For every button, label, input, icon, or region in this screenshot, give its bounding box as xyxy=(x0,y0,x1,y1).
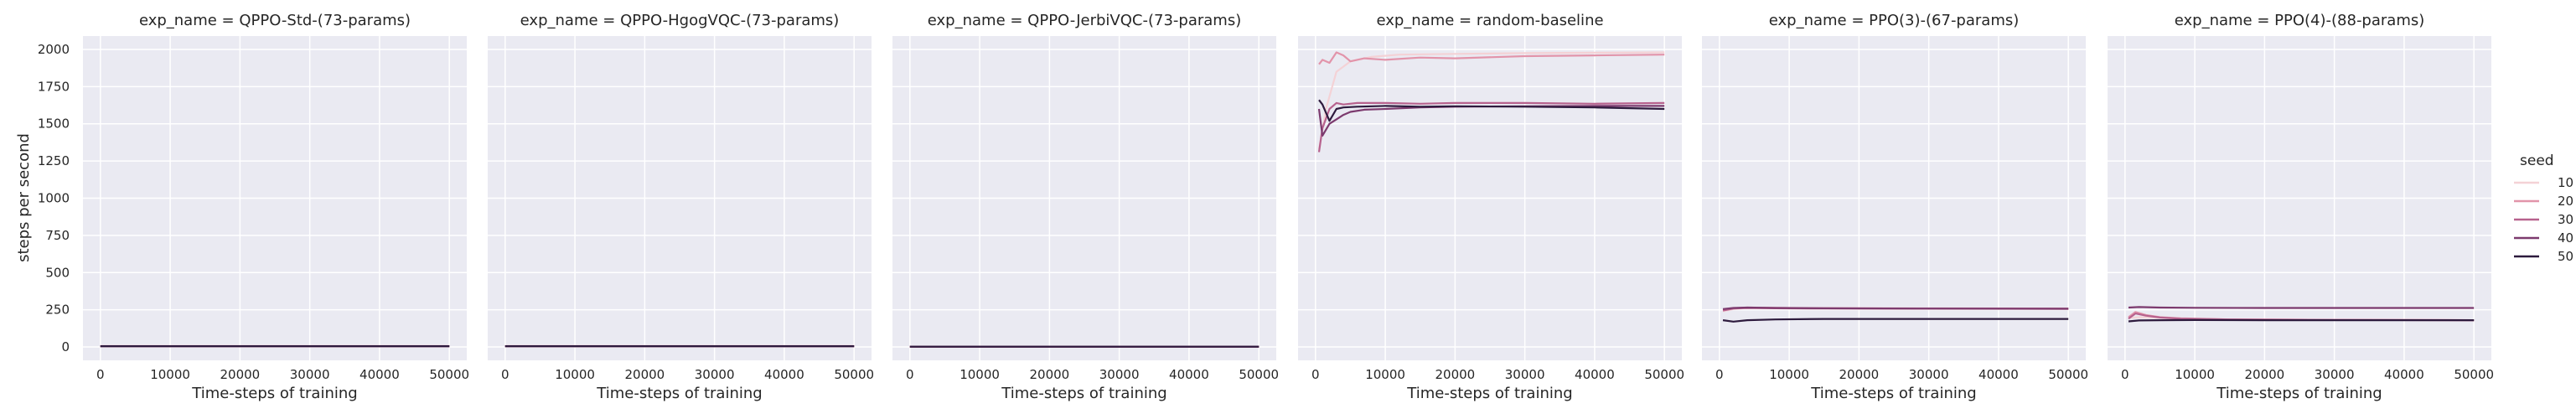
panel-title: exp_name = QPPO-HgogVQC-(73-params) xyxy=(520,12,840,29)
x-tick-label: 0 xyxy=(1715,367,1724,382)
y-tick-label: 1250 xyxy=(38,153,70,168)
series-line-10 xyxy=(1317,51,1665,150)
series-line-30 xyxy=(1317,101,1665,153)
x-tick-label: 50000 xyxy=(1644,367,1684,382)
x-tick-label: 20000 xyxy=(2245,367,2285,382)
panel-title: exp_name = QPPO-JerbiVQC-(73-params) xyxy=(928,12,1241,29)
x-tick-label: 30000 xyxy=(2315,367,2355,382)
series-line-50 xyxy=(1318,99,1665,122)
x-tick-label: 20000 xyxy=(625,367,665,382)
x-tick-label: 50000 xyxy=(2454,367,2494,382)
x-axis-label: Time-steps of training xyxy=(191,385,357,402)
x-tick-label: 20000 xyxy=(1030,367,1070,382)
x-tick-label: 0 xyxy=(96,367,105,382)
x-tick-label: 0 xyxy=(1311,367,1320,382)
series-line-40 xyxy=(1722,306,2069,310)
series-line-40 xyxy=(2128,306,2475,309)
x-tick-label: 10000 xyxy=(1365,367,1405,382)
x-axis-label: Time-steps of training xyxy=(1001,385,1166,402)
x-tick-label: 40000 xyxy=(764,367,804,382)
x-tick-label: 10000 xyxy=(2175,367,2215,382)
x-tick-label: 20000 xyxy=(1839,367,1880,382)
x-tick-label: 10000 xyxy=(960,367,1000,382)
y-tick-label: 1750 xyxy=(38,79,70,94)
y-tick-label: 0 xyxy=(61,339,70,354)
x-tick-label: 30000 xyxy=(1099,367,1140,382)
legend-item: 20 xyxy=(2514,194,2573,209)
x-axis-label: Time-steps of training xyxy=(596,385,762,402)
x-tick-label: 0 xyxy=(501,367,510,382)
x-tick-label: 30000 xyxy=(695,367,735,382)
y-tick-label: 2000 xyxy=(38,42,70,57)
x-tick-label: 30000 xyxy=(1909,367,1949,382)
facet-panels: 0 10000 20000 30000 40000 5000002505007501000… xyxy=(38,12,2494,402)
x-axis-label: Time-steps of training xyxy=(1810,385,1976,402)
x-tick-label: 50000 xyxy=(429,367,469,382)
legend-label: 50 xyxy=(2558,249,2573,264)
y-tick-label: 750 xyxy=(45,228,70,243)
legend-item: 50 xyxy=(2514,249,2573,264)
panel-title: exp_name = PPO(3)-(67-params) xyxy=(1769,12,2020,29)
x-tick-label: 20000 xyxy=(1435,367,1476,382)
facet-panel: 0 10000 20000 30000 40000 50000 exp_name = QPP… xyxy=(488,12,874,402)
x-tick-label: 10000 xyxy=(1769,367,1809,382)
facet-panel: 0 10000 20000 30000 40000 50000 exp_name = PPO… xyxy=(1702,12,2088,402)
facet-panel: 0 10000 20000 30000 40000 50000 exp_name = PPO… xyxy=(2108,12,2494,402)
facet-panel: 0 10000 20000 30000 40000 50000 0 250 500 750 1000… xyxy=(38,12,469,402)
y-axis-label: steps per second xyxy=(15,133,33,262)
legend-label: 40 xyxy=(2558,230,2573,246)
series-line-50 xyxy=(1722,318,2069,323)
panel-title: exp_name = PPO(4)-(88-params) xyxy=(2175,12,2425,29)
legend: seed 10 20 30 40 50 xyxy=(2514,153,2573,264)
x-tick-label: 40000 xyxy=(1575,367,1615,382)
legend-item: 10 xyxy=(2514,175,2573,190)
x-axis-label: Time-steps of training xyxy=(1406,385,1572,402)
x-tick-label: 50000 xyxy=(1239,367,1279,382)
legend-item: 30 xyxy=(2514,212,2573,227)
legend-label: 20 xyxy=(2558,194,2573,209)
x-tick-label: 10000 xyxy=(555,367,595,382)
y-tick-label: 1500 xyxy=(38,116,70,132)
series-line-50 xyxy=(2128,318,2475,323)
x-tick-label: 10000 xyxy=(150,367,190,382)
legend-items: 10 20 30 40 50 xyxy=(2514,175,2573,264)
facet-panel: 0 10000 20000 30000 40000 50000 exp_name = ran… xyxy=(1298,12,1684,402)
x-tick-label: 20000 xyxy=(220,367,261,382)
legend-label: 30 xyxy=(2558,212,2573,227)
x-tick-label: 30000 xyxy=(1505,367,1545,382)
panel-title: exp_name = random-baseline xyxy=(1376,12,1603,29)
panel-title: exp_name = QPPO-Std-(73-params) xyxy=(139,12,411,29)
x-tick-label: 40000 xyxy=(2384,367,2424,382)
y-tick-label: 250 xyxy=(45,303,70,318)
facet-panel: 0 10000 20000 30000 40000 50000 exp_name = QPP… xyxy=(892,12,1279,402)
x-tick-label: 0 xyxy=(906,367,914,382)
x-tick-label: 0 xyxy=(2121,367,2129,382)
series-line-20 xyxy=(1318,51,1665,65)
x-tick-label: 30000 xyxy=(290,367,330,382)
x-tick-label: 40000 xyxy=(1979,367,2019,382)
y-tick-label: 1000 xyxy=(38,191,70,206)
x-tick-label: 50000 xyxy=(834,367,874,382)
x-axis-label: Time-steps of training xyxy=(2216,385,2382,402)
legend-title: seed xyxy=(2520,153,2554,169)
legend-label: 10 xyxy=(2558,175,2573,190)
y-tick-label: 500 xyxy=(45,265,70,280)
x-tick-label: 40000 xyxy=(360,367,400,382)
x-tick-label: 40000 xyxy=(1169,367,1209,382)
legend-item: 40 xyxy=(2514,230,2573,246)
x-tick-label: 50000 xyxy=(2048,367,2088,382)
